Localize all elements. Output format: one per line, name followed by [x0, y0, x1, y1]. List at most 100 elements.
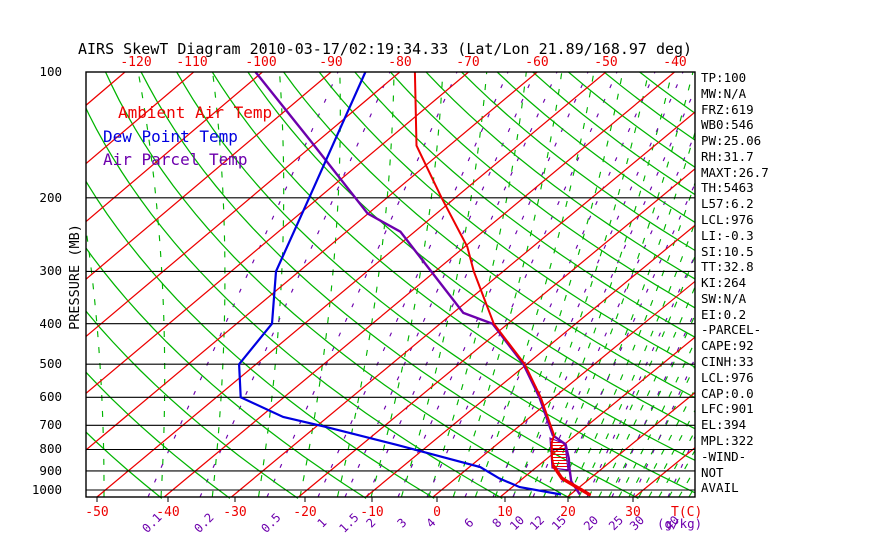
- mixing-ratio-line: [317, 72, 509, 498]
- isotherm-line: [163, 72, 675, 498]
- dry-adiabat-line: [86, 371, 231, 499]
- moist-adiabat-line: [658, 429, 695, 498]
- mixing-ratio-line: [266, 72, 458, 498]
- moist-adiabat-line: [452, 72, 563, 498]
- moist-adiabat-line: [512, 72, 650, 498]
- dry-adiabat-line: [86, 246, 367, 499]
- dry-adiabat-line: [247, 72, 695, 430]
- bottom-temp-tick-label: -30: [223, 505, 247, 520]
- moist-adiabat-line: [598, 285, 695, 498]
- stats-line: AVAIL: [701, 480, 739, 496]
- moist-adiabat-line: [567, 181, 695, 498]
- moist-adiabat-line: [494, 72, 624, 498]
- pressure-tick-label: 800: [39, 441, 62, 457]
- temp-axis-unit: T(C): [671, 505, 703, 520]
- moist-adiabat-line: [648, 409, 695, 498]
- moist-adiabat-line: [211, 72, 226, 498]
- stats-line: EI:0.2: [701, 306, 747, 322]
- bottom-temp-tick-label: -10: [360, 505, 384, 520]
- stats-line: PW:25.06: [701, 133, 762, 149]
- dry-adiabat-line: [211, 72, 695, 462]
- top-temp-tick-label: -70: [456, 55, 480, 70]
- stats-line: LCL:976: [701, 369, 754, 385]
- moist-adiabat-line: [543, 72, 694, 498]
- moist-adiabat-line: [588, 254, 695, 498]
- moist-adiabat-line: [556, 130, 695, 498]
- moist-adiabat-line: [400, 72, 488, 498]
- bottom-temp-tick-label: -50: [85, 505, 109, 520]
- isotherm-line: [298, 168, 695, 498]
- isotherm-line: [499, 336, 695, 498]
- moist-adiabat-line: [668, 449, 695, 498]
- isotherm-line: [86, 72, 332, 280]
- isotherm-line: [86, 72, 469, 395]
- moist-adiabat-line: [428, 72, 527, 498]
- moist-adiabat-line: [528, 72, 673, 498]
- stats-line: FRZ:619: [701, 101, 754, 117]
- stats-line: -PARCEL-: [701, 322, 762, 338]
- mixing-ratio-line: [464, 72, 656, 498]
- mixing-axis-unit: (g/kg): [657, 516, 703, 531]
- mixing-ratio-line: [426, 72, 618, 498]
- dry-adiabat-line: [425, 72, 695, 280]
- isotherm-line: [365, 224, 695, 498]
- bottom-temp-tick-label: -20: [293, 505, 317, 520]
- dry-adiabat-line: [86, 310, 299, 499]
- stats-line: CAP:0.0: [701, 385, 754, 401]
- pressure-tick-label: 500: [39, 356, 62, 372]
- moist-adiabat-line: [137, 72, 166, 498]
- stats-line: RH:31.7: [701, 148, 754, 164]
- top-temp-tick-label: -60: [525, 55, 549, 70]
- dew-point-temp-curve: [237, 72, 562, 496]
- top-temp-tick-label: -110: [176, 55, 208, 70]
- isotherm-line: [86, 72, 538, 451]
- bottom-temp-tick-label: 20: [560, 505, 576, 520]
- stats-line: LCL:976: [701, 212, 754, 228]
- dry-adiabat-line: [86, 106, 503, 499]
- legend-ambient-air-temp: Ambient Air Temp: [118, 103, 273, 122]
- pressure-tick-label: 600: [39, 389, 62, 405]
- isotherm-line: [432, 280, 695, 498]
- stats-line: -WIND-: [701, 448, 747, 464]
- legend-dew-point-temp: Dew Point Temp: [103, 127, 238, 146]
- isotherm-line: [86, 72, 263, 223]
- dry-adiabat-line: [354, 72, 695, 338]
- bottom-temp-tick-label: 30: [625, 505, 641, 520]
- stats-line: CINH:33: [701, 354, 754, 370]
- stats-line: NOT: [701, 464, 724, 480]
- top-temp-tick-label: -90: [319, 55, 343, 70]
- ambient-air-temp-curve: [413, 72, 556, 467]
- plot-border: [85, 71, 696, 498]
- pressure-tick-label: 1000: [31, 482, 62, 497]
- top-temp-tick-label: -40: [663, 55, 687, 70]
- dry-adiabat-line: [283, 72, 695, 399]
- mixing-ratio-line: [397, 72, 589, 498]
- isotherm-line: [86, 72, 195, 165]
- page-title: AIRS SkewT Diagram 2010-03-17/02:19:34.3…: [78, 40, 693, 58]
- mixing-ratio-line: [147, 72, 339, 498]
- top-temp-tick-label: -120: [120, 55, 152, 70]
- stats-line: MAXT:26.7: [701, 164, 769, 180]
- pressure-tick-label: 300: [39, 263, 62, 279]
- isotherm-line: [96, 72, 607, 498]
- air-parcel-temp-curve: [254, 72, 581, 496]
- isotherm-line: [86, 72, 401, 338]
- isotherm-line: [567, 391, 695, 498]
- pressure-tick-label: 700: [39, 417, 62, 433]
- moist-adiabat-line: [257, 72, 285, 498]
- dry-adiabat-line: [567, 72, 695, 168]
- top-temp-tick-label: -80: [388, 55, 412, 70]
- moist-adiabat-line: [618, 339, 695, 498]
- mixing-ratio-line: [199, 72, 391, 498]
- dry-adiabat-line: [318, 72, 695, 368]
- stats-line: LFC:901: [701, 401, 754, 417]
- ambient-air-temp-curve-lower: [551, 464, 591, 497]
- top-temp-tick-label: -50: [594, 55, 618, 70]
- dry-adiabat-line: [461, 72, 695, 252]
- moist-adiabat-line: [638, 387, 695, 498]
- dry-adiabat-line: [532, 72, 695, 196]
- stats-line: CAPE:92: [701, 338, 754, 354]
- stats-line: TT:32.8: [701, 259, 754, 275]
